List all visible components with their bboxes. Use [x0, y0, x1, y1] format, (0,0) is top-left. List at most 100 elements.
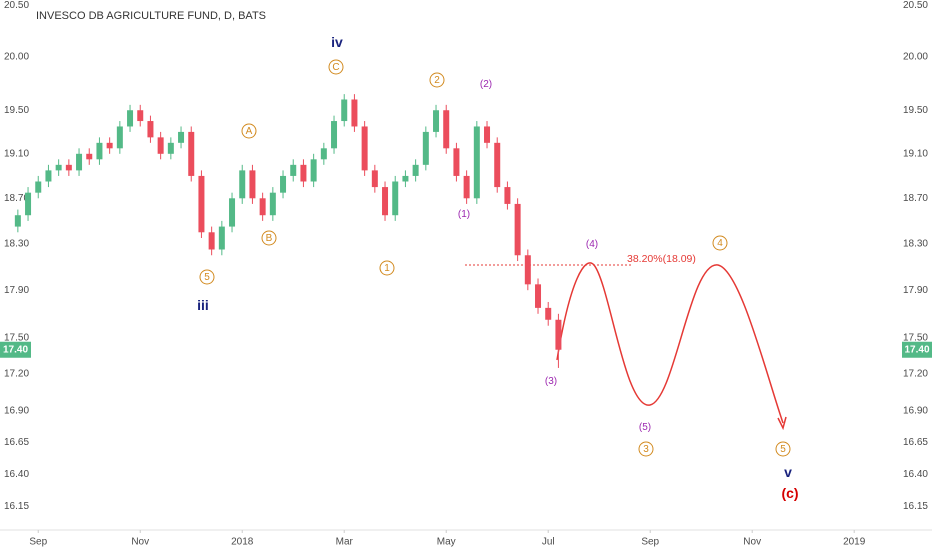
candle-body: [127, 110, 134, 127]
candle-body: [300, 164, 307, 182]
wave-label: 3: [643, 444, 649, 455]
candle-body: [157, 137, 164, 154]
wave-label: 5: [780, 444, 786, 455]
candle-body: [218, 226, 225, 250]
candle-body: [208, 232, 215, 250]
candle-body: [137, 110, 144, 122]
price-box-right: [902, 341, 932, 358]
y-tick-label-right: 19.50: [903, 105, 928, 116]
fib-label: 38.20%(18.09): [627, 253, 696, 265]
candle-body: [382, 187, 389, 216]
wave-label: 1: [384, 263, 390, 274]
candle-body: [524, 255, 531, 285]
candle-body: [96, 142, 103, 160]
candle-body: [422, 131, 429, 165]
y-tick-label-right: 16.65: [903, 437, 928, 448]
wave-circle: [328, 59, 344, 75]
candle-body: [269, 192, 276, 216]
y-tick-label-left: 20.00: [4, 52, 29, 63]
wave-label: (5): [639, 422, 651, 433]
price-box-left: [0, 341, 31, 358]
y-tick-label-left: 17.50: [4, 332, 29, 343]
y-tick-label-left: 16.15: [4, 501, 29, 512]
candle-body: [351, 99, 358, 127]
wave-label: B: [266, 233, 273, 244]
y-tick-label-left: 17.20: [4, 369, 29, 380]
wave-label: v: [784, 464, 792, 480]
candle-body: [167, 142, 174, 154]
candle-body: [535, 284, 542, 308]
candle-body: [116, 126, 123, 149]
wave-label: (1): [458, 209, 470, 220]
x-tick-label: 2019: [843, 537, 866, 548]
wave-label: A: [246, 126, 253, 137]
y-tick-label-left: 20.50: [4, 0, 29, 11]
x-tick-label: 2018: [231, 537, 254, 548]
candle-body: [147, 121, 154, 138]
x-tick-label: Sep: [29, 537, 47, 548]
candle-body: [14, 215, 21, 227]
candle-body: [45, 170, 52, 182]
candle-body: [402, 175, 409, 182]
candle-body: [433, 110, 440, 132]
y-tick-label-right: 16.40: [903, 469, 928, 480]
y-tick-label-right: 17.90: [903, 285, 928, 296]
y-tick-label-left: 17.90: [4, 285, 29, 296]
candle-body: [331, 121, 338, 149]
wave-label: (2): [480, 79, 492, 90]
candle-body: [25, 192, 32, 216]
chart-title: INVESCO DB AGRICULTURE FUND, D, BATS: [36, 10, 266, 22]
candle-body: [341, 99, 348, 122]
x-tick-label: Jul: [542, 537, 555, 548]
wave-label: C: [332, 62, 339, 73]
y-tick-label-right: 17.20: [903, 369, 928, 380]
price-label-right: 17.40: [904, 344, 929, 355]
y-tick-label-right: 18.30: [903, 238, 928, 249]
wave-circle: [199, 269, 215, 285]
candle-body: [545, 307, 552, 320]
wave-label: (c): [781, 485, 798, 501]
candle-body: [473, 126, 480, 199]
candle-body: [514, 203, 521, 256]
wave-circle: [241, 123, 257, 139]
candle-body: [555, 319, 562, 350]
wave-label: 4: [717, 238, 723, 249]
y-tick-label-left: 16.90: [4, 406, 29, 417]
x-tick-label: Nov: [743, 537, 761, 548]
y-tick-label-right: 20.00: [903, 52, 928, 63]
candle-body: [412, 164, 419, 176]
wave-circle: [638, 441, 654, 457]
wave-label: (3): [545, 376, 557, 387]
candle-body: [280, 175, 287, 193]
wave-label: 5: [204, 272, 210, 283]
projection-arrow: [777, 416, 787, 431]
candle-body: [178, 131, 185, 143]
candle-body: [106, 142, 113, 149]
wave-label: iv: [331, 34, 343, 50]
candle-body: [484, 126, 491, 143]
y-tick-label-right: 18.70: [903, 193, 928, 204]
candle-body: [371, 170, 378, 188]
price-label-left: 17.40: [3, 344, 28, 355]
candle-body: [504, 187, 511, 204]
candle-body: [443, 110, 450, 149]
candle-body: [55, 164, 62, 171]
x-tick-label: May: [437, 537, 456, 548]
x-tick-label: Sep: [641, 537, 659, 548]
wave-circle: [379, 260, 395, 276]
candle-body: [310, 159, 317, 182]
candle-body: [229, 198, 236, 227]
candle-body: [290, 164, 297, 176]
candle-body: [65, 164, 72, 171]
candle-body: [35, 181, 42, 193]
wave-label: iii: [197, 297, 209, 313]
y-tick-label-right: 16.90: [903, 406, 928, 417]
wave-label: 2: [434, 75, 440, 86]
candle-body: [259, 198, 266, 216]
wave-circle: [261, 230, 277, 246]
wave-circle: [775, 441, 791, 457]
candle-body: [361, 126, 368, 171]
wave-label: (4): [586, 239, 598, 250]
